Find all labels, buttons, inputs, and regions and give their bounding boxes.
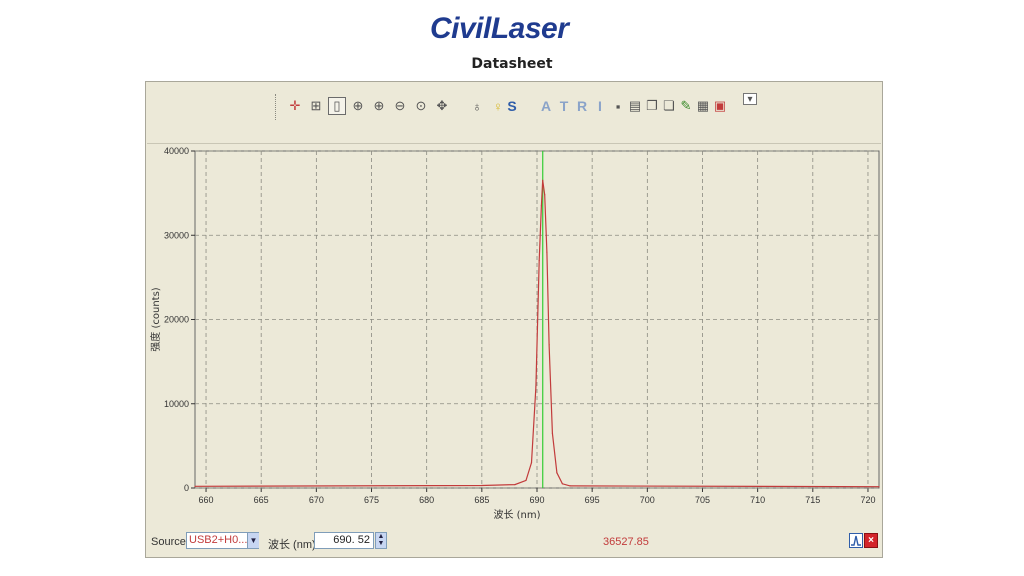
x-tick-label: 705 — [695, 495, 710, 505]
spectrum-point — [481, 484, 483, 487]
spectrum-point — [540, 205, 543, 207]
lamp-on-icon[interactable]: ♀ — [493, 98, 503, 114]
pan-icon[interactable]: ✥ — [436, 98, 448, 113]
y-tick-label: 40000 — [164, 146, 189, 156]
spectrum-point — [530, 462, 533, 464]
cursor-mode-icon[interactable]: ▯ — [328, 97, 346, 115]
x-tick-label: 700 — [640, 495, 655, 505]
lamp-off-icon[interactable]: ♁ — [472, 98, 482, 114]
logo-text: CivilLaser — [430, 12, 569, 45]
zoom-fit-icon[interactable]: ⊕ — [352, 98, 364, 113]
copy-icon[interactable]: ❐ — [646, 98, 658, 113]
close-icon[interactable]: × — [864, 533, 878, 548]
mode-s-button[interactable]: S — [507, 98, 517, 114]
page-subtitle: Datasheet — [471, 56, 553, 72]
mode-t-button[interactable]: T — [559, 98, 569, 114]
spectrum-point — [878, 486, 880, 488]
chevron-down-icon[interactable]: ▼ — [247, 533, 259, 548]
status-bar: Source: USB2+H0... ▼ 波长 (nm): 690. 52 ▲ ▼… — [147, 528, 881, 556]
spectrum-point — [194, 485, 196, 487]
y-axis-label: 强度 (counts) — [149, 287, 162, 352]
x-tick-label: 715 — [805, 495, 820, 505]
x-tick-label: 670 — [309, 495, 324, 505]
wavelength-spinner[interactable]: ▲ ▼ — [375, 532, 387, 549]
grid-zoom-icon[interactable]: ⊞ — [310, 98, 322, 113]
spectrum-point — [548, 344, 550, 346]
x-tick-label: 665 — [254, 495, 269, 505]
toolbar-grip[interactable] — [275, 94, 278, 120]
zoom-in-icon[interactable]: ⊕ — [373, 98, 385, 113]
source-select[interactable]: USB2+H0... — [186, 532, 259, 549]
save-icon[interactable]: ▪ — [615, 98, 621, 114]
wavelength-label: 波长 (nm): — [268, 539, 319, 551]
spectrum-point — [525, 479, 527, 482]
x-axis-label: 波长 (nm) — [493, 508, 540, 521]
peak-view-button[interactable] — [849, 533, 863, 548]
paste-icon[interactable]: ❏ — [663, 98, 675, 113]
mode-i-button[interactable]: I — [598, 98, 602, 114]
y-tick-label: 0 — [184, 483, 189, 493]
spectrum-point — [569, 485, 571, 487]
crosshair-icon[interactable]: ✛ — [289, 98, 301, 113]
x-tick-label: 685 — [474, 495, 489, 505]
y-tick-label: 20000 — [164, 315, 189, 325]
print-icon[interactable]: ▤ — [628, 98, 642, 113]
x-tick-label: 680 — [419, 495, 434, 505]
spectrum-point — [514, 484, 516, 486]
spectrum-point — [556, 472, 558, 474]
dropdown-icon[interactable]: ▾ — [743, 93, 757, 105]
edit-icon[interactable]: ✎ — [680, 98, 692, 113]
x-tick-label: 660 — [199, 495, 214, 505]
mode-r-button[interactable]: R — [576, 98, 588, 114]
zoom-reset-icon[interactable]: ⊙ — [415, 98, 427, 113]
document-icon[interactable]: ▦ — [696, 98, 710, 113]
mode-a-button[interactable]: A — [540, 98, 552, 114]
spectrum-point — [538, 259, 540, 262]
spectrum-point — [544, 194, 546, 196]
wavelength-input[interactable]: 690. 52 — [314, 532, 374, 549]
zoom-out-icon[interactable]: ⊖ — [394, 98, 406, 113]
plot-area[interactable]: 660 665 670 675 680 685 690 695 700 705 710 715 720 0… — [146, 144, 882, 527]
x-tick-label: 710 — [750, 495, 765, 505]
export-icon[interactable]: ▣ — [713, 98, 727, 113]
spectrum-point — [535, 386, 537, 388]
spectrum-chart[interactable]: 660 665 670 675 680 685 690 695 700 705 710 715 720 0… — [146, 144, 882, 527]
source-value: USB2+H0... — [189, 534, 248, 546]
x-tick-label: 690 — [529, 495, 544, 505]
x-tick-label: 675 — [364, 495, 379, 505]
y-tick-label: 30000 — [164, 230, 189, 240]
spectrum-point — [546, 251, 548, 253]
source-label: Source: — [151, 536, 189, 548]
spectrum-point — [561, 483, 563, 485]
peak-icon — [851, 535, 861, 546]
intensity-readout: 36527.85 — [603, 536, 649, 548]
spectrum-point — [542, 179, 544, 181]
y-tick-label: 10000 — [164, 399, 189, 409]
civillaser-logo: CivilLaser — [430, 12, 610, 48]
x-tick-label: 720 — [860, 495, 875, 505]
x-tick-label: 695 — [585, 495, 600, 505]
spectrum-point — [551, 432, 554, 434]
